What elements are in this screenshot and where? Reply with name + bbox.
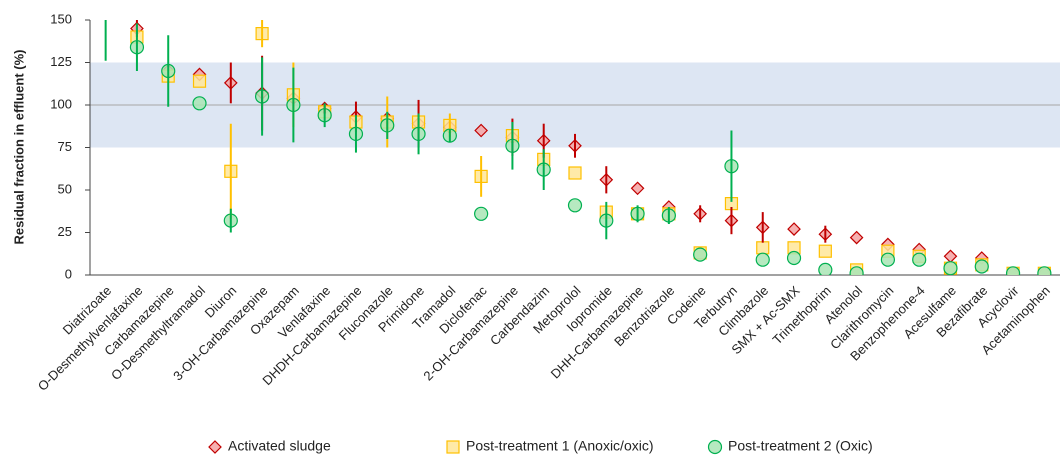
legend-marker (208, 440, 222, 454)
legend-label: Activated sludge (228, 438, 331, 454)
square-marker (756, 241, 770, 255)
circle-marker (974, 259, 989, 274)
circle-marker (192, 96, 207, 111)
square-marker (818, 244, 832, 258)
legend-marker (446, 440, 460, 454)
circle-marker (880, 252, 896, 267)
y-tick-label: 25 (58, 224, 72, 239)
circle-marker (567, 198, 583, 213)
diamond-marker (630, 181, 645, 196)
circle-marker (474, 206, 489, 221)
circle-marker (693, 247, 708, 262)
y-tick-label: 75 (58, 139, 72, 154)
y-tick-label: 50 (58, 181, 72, 196)
diamond-marker (787, 222, 801, 236)
legend-marker (707, 439, 723, 455)
plot (99, 0, 1052, 275)
diamond-marker (849, 230, 864, 245)
y-tick-label: 100 (50, 96, 72, 111)
y-tick-label: 0 (65, 266, 72, 281)
circle-marker (912, 252, 927, 267)
diamond-marker (474, 123, 488, 138)
circle-marker (786, 250, 802, 266)
y-tick-label: 150 (50, 11, 72, 26)
circle-marker (943, 261, 958, 275)
y-axis-label: Residual fraction in effluent (%) (11, 49, 26, 244)
square-marker (192, 74, 207, 88)
circle-marker (99, 0, 112, 1)
y-tick-label: 125 (50, 54, 72, 69)
circle-marker (818, 262, 833, 275)
square-marker (568, 166, 582, 180)
legend-label: Post-treatment 2 (Oxic) (728, 438, 873, 454)
legend-label: Post-treatment 1 (Anoxic/oxic) (466, 438, 654, 454)
circle-marker (1005, 266, 1021, 275)
diamond-marker (943, 249, 958, 264)
circle-marker (1037, 266, 1052, 275)
circle-marker (755, 252, 770, 267)
circle-marker (849, 266, 864, 275)
